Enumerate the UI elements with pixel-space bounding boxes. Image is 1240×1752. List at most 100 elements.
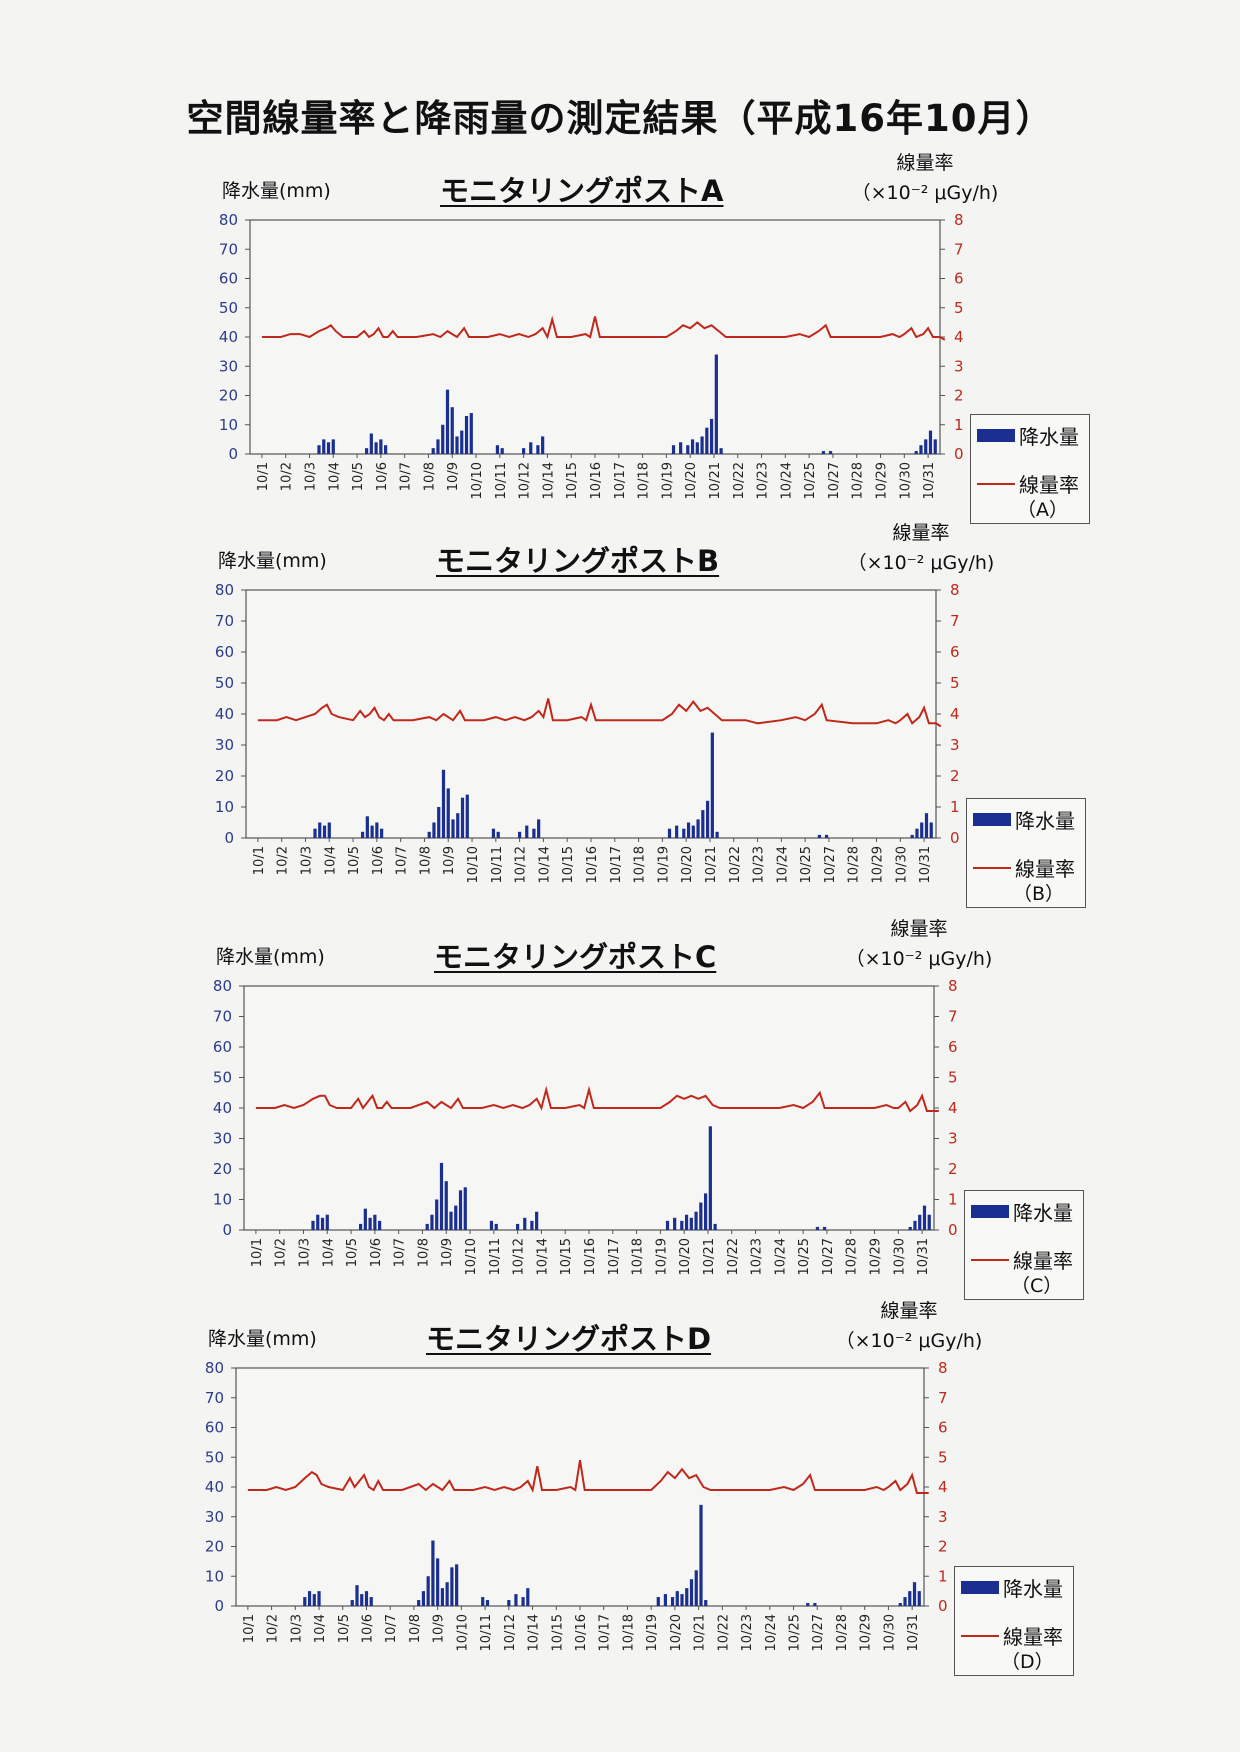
rain-bar — [435, 1199, 439, 1230]
x-tick-label: 10/14 — [535, 1238, 550, 1275]
x-tick-label: 10/20 — [684, 462, 699, 499]
rain-bar — [719, 448, 723, 454]
rain-bar — [327, 822, 331, 838]
x-tick-label: 10/29 — [871, 846, 886, 883]
rain-bar — [369, 1597, 373, 1606]
rain-bar — [463, 1187, 467, 1230]
rain-bar — [458, 1190, 463, 1230]
rain-bar — [915, 828, 919, 838]
rain-bar — [364, 448, 369, 454]
rain-bar — [914, 451, 918, 454]
x-tick-label: 10/17 — [609, 846, 624, 883]
x-tick-label: 10/14 — [537, 846, 552, 883]
dose-axis-label: 線量率 （×10⁻² μGy/h) — [826, 518, 1016, 578]
x-tick-label: 10/30 — [894, 846, 909, 883]
legend-rain: 降水量 — [973, 805, 1075, 834]
dose-axis-label: 線量率 （×10⁻² μGy/h) — [830, 148, 1020, 208]
rain-bar — [489, 1220, 494, 1230]
x-tick-label: 10/30 — [898, 462, 913, 499]
dose-tick-label: 6 — [954, 270, 964, 288]
dose-axis-label-line1: 線量率 — [890, 918, 948, 940]
x-tick-label: 10/12 — [512, 1238, 527, 1275]
rain-tick-label: 80 — [213, 977, 232, 995]
rain-bar — [824, 834, 829, 838]
rain-bar — [307, 1591, 312, 1606]
rain-bar — [700, 436, 704, 454]
rain-bar — [464, 415, 469, 454]
legend-dose-swatch — [973, 866, 1011, 869]
x-tick-label: 10/22 — [728, 846, 743, 883]
x-tick-label: 10/18 — [637, 462, 652, 499]
x-tick-label: 10/24 — [773, 1238, 788, 1275]
x-tick-label: 10/15 — [565, 462, 580, 499]
rain-bar — [709, 418, 714, 454]
rain-bar — [684, 1214, 689, 1230]
x-tick-label: 10/19 — [654, 1238, 669, 1275]
x-tick-label: 10/10 — [470, 462, 485, 499]
dose-tick-label: 8 — [954, 211, 964, 229]
x-tick-label: 10/3 — [299, 846, 314, 875]
rain-bar — [919, 445, 923, 454]
dose-tick-label: 3 — [948, 1130, 958, 1148]
rain-bar — [537, 819, 541, 838]
legend-rain-label: 降水量 — [1019, 425, 1079, 449]
rain-bar — [671, 445, 676, 454]
legend-rain-swatch — [977, 429, 1015, 442]
rain-tick-label: 80 — [219, 211, 238, 229]
x-tick-label: 10/10 — [466, 846, 481, 883]
x-tick-label: 10/29 — [875, 462, 890, 499]
rain-bar — [426, 1576, 430, 1606]
rain-bar — [350, 1600, 354, 1606]
rain-bar — [813, 1603, 817, 1606]
rain-bar — [460, 430, 464, 454]
dose-tick-label: 6 — [938, 1419, 948, 1437]
x-tick-label: 10/23 — [740, 1614, 755, 1651]
x-tick-label: 10/4 — [327, 462, 342, 491]
x-tick-label: 10/11 — [488, 1238, 503, 1275]
rain-bar — [444, 1181, 448, 1230]
rain-bar — [673, 1217, 677, 1230]
rain-bar — [380, 828, 384, 838]
x-tick-label: 10/27 — [821, 1238, 836, 1275]
x-tick-label: 10/25 — [788, 1614, 803, 1651]
x-tick-label: 10/31 — [906, 1614, 921, 1651]
dose-tick-label: 1 — [950, 798, 960, 816]
plot-frame — [243, 985, 935, 1231]
x-tick-label: 10/31 — [916, 1238, 931, 1275]
x-tick-label: 10/23 — [756, 462, 771, 499]
legend-rain-swatch — [961, 1581, 999, 1594]
x-tick-label: 10/16 — [589, 462, 604, 499]
rain-tick-label: 70 — [213, 1008, 232, 1026]
rain-bar — [933, 439, 937, 454]
rain-tick-label: 40 — [215, 705, 234, 723]
x-tick-label: 10/3 — [303, 462, 318, 491]
x-tick-label: 10/4 — [321, 1238, 336, 1267]
x-tick-label: 10/7 — [393, 1238, 408, 1267]
rain-bar — [430, 1214, 434, 1230]
dose-axis-label-line1: 線量率 — [896, 152, 954, 174]
dose-tick-label: 4 — [950, 705, 960, 723]
legend-rain: 降水量 — [977, 421, 1079, 450]
rain-tick-label: 0 — [224, 829, 234, 847]
x-tick-label: 10/1 — [242, 1614, 257, 1643]
rain-bar — [903, 1597, 907, 1606]
dose-tick-label: 5 — [954, 299, 964, 317]
x-tick-label: 10/1 — [250, 1238, 265, 1267]
chart-1: 0 10 20 30 40 50 60 70 80 0 1 2 3 4 5 6 7 8 10/1 10/2 10/3 10… — [215, 581, 960, 883]
rain-bar — [440, 1588, 444, 1606]
legend-dose-swatch — [971, 1258, 1009, 1261]
plot-frame — [235, 1367, 925, 1607]
legend-dose-label: 線量率 — [1019, 473, 1079, 497]
legend-post-tag: （D） — [1001, 1651, 1054, 1673]
rain-bar — [369, 433, 373, 454]
x-tick-label: 10/14 — [527, 1614, 542, 1651]
rain-tick-label: 40 — [219, 328, 238, 346]
rain-bar — [455, 436, 459, 454]
dose-axis-label-line1: 線量率 — [892, 522, 950, 544]
rain-tick-label: 60 — [205, 1419, 224, 1437]
rain-bar — [481, 1597, 485, 1606]
chart-legend: 降水量 線量率 （B） — [966, 798, 1086, 908]
rain-bar — [663, 1594, 668, 1606]
x-tick-label: 10/8 — [408, 1614, 423, 1643]
rain-bar — [928, 430, 933, 454]
